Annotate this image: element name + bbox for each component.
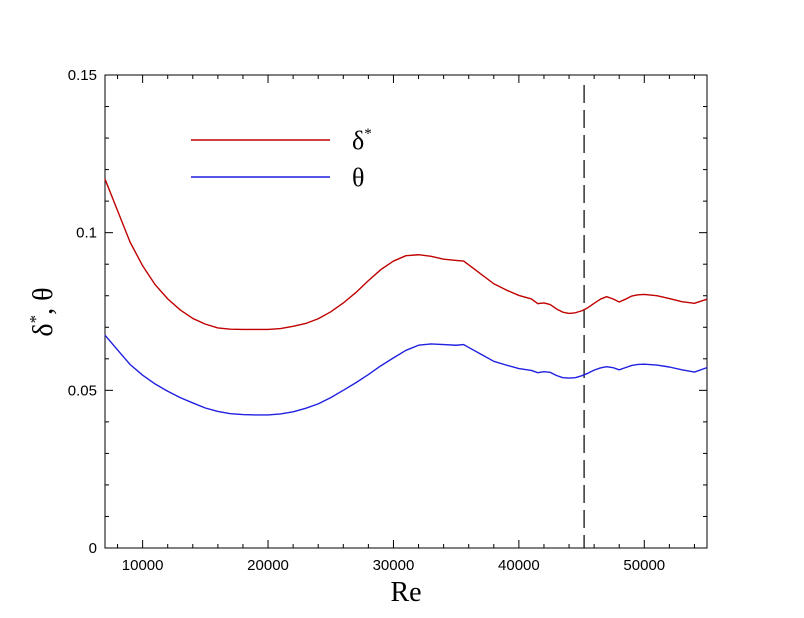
x-axis-title: Re <box>390 577 421 608</box>
minor-ticks <box>105 75 707 548</box>
plot-border <box>104 74 708 549</box>
legend-label-theta: θ <box>352 163 364 192</box>
series-line-theta <box>104 334 708 416</box>
y-tick-label: 0 <box>89 540 97 557</box>
x-tick-label: 40000 <box>498 557 540 574</box>
y-axis-title: δ*, θ <box>26 287 59 336</box>
x-tick-label: 30000 <box>373 557 415 574</box>
series-line-delta-star <box>104 178 708 331</box>
y-axis-title-rest: , θ <box>28 287 59 314</box>
y-axis-title-star: * <box>26 315 45 324</box>
x-tick-label: 20000 <box>247 557 289 574</box>
y-tick-label: 0.15 <box>68 67 97 84</box>
legend-label-delta-star: δ* <box>352 126 372 155</box>
y-tick-label: 0.1 <box>76 225 97 242</box>
plot-frame <box>104 74 708 549</box>
legend: δ* θ <box>191 126 372 192</box>
tick-labels: 10000 20000 30000 40000 50000 0 0.05 0.1 0.15 <box>68 67 665 574</box>
series-layer <box>104 178 708 416</box>
y-tick-label: 0.05 <box>68 382 97 399</box>
legend-label-superscript: * <box>364 126 372 142</box>
legend-label-base: δ <box>352 126 364 155</box>
major-ticks <box>105 74 707 549</box>
x-tick-label: 50000 <box>623 557 665 574</box>
x-tick-label: 10000 <box>122 557 164 574</box>
y-axis-title-delta: δ <box>28 323 59 336</box>
